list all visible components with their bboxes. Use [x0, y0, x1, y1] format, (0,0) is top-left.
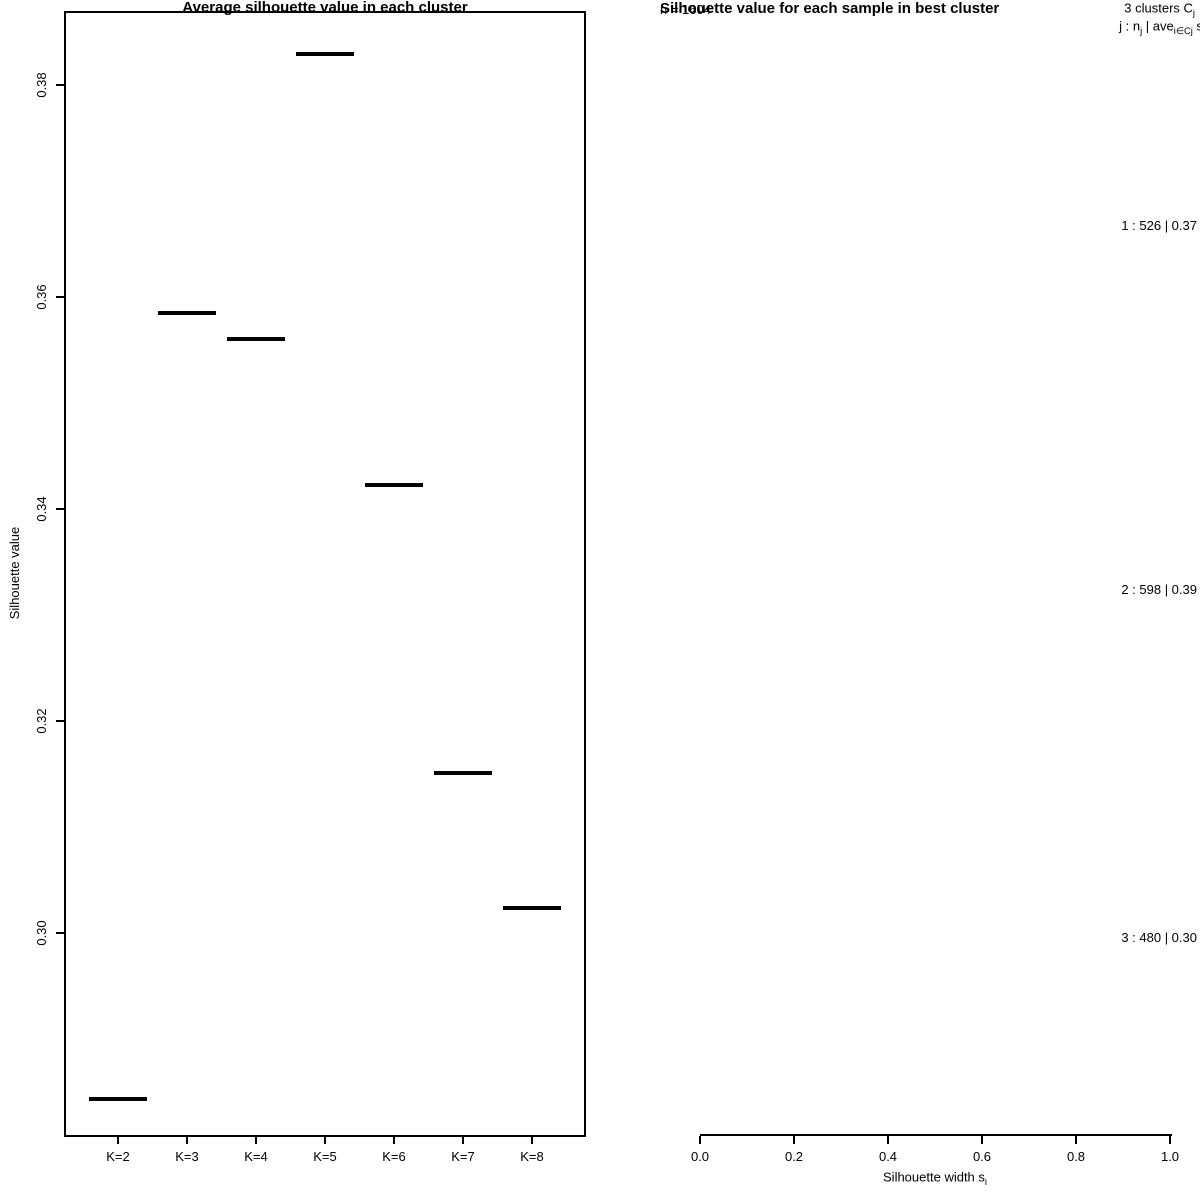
text-part: Silhouette width s	[883, 1169, 985, 1185]
left-x-tick-mark	[393, 1135, 395, 1144]
right-x-tick-mark	[1075, 1136, 1077, 1144]
left-x-tick-label: K=6	[382, 1148, 406, 1164]
cluster-summary-label: 3 : 480 | 0.30	[1121, 929, 1197, 945]
sample-count-label: n = 1604	[660, 1, 711, 17]
left-x-tick-mark	[324, 1135, 326, 1144]
text-part: | ave	[1142, 18, 1174, 34]
text-part: s	[1196, 18, 1200, 34]
right-chart-title: Silhouette value for each sample in best…	[660, 0, 1000, 17]
left-y-tick-mark	[56, 932, 64, 934]
left-x-tick-label: K=5	[313, 1148, 337, 1164]
right-x-tick-mark	[887, 1136, 889, 1144]
right-x-tick-label: 0.0	[690, 1148, 710, 1164]
left-y-axis-label: Silhouette value	[6, 526, 22, 620]
subscript-text: i∈Cj	[1173, 26, 1193, 37]
left-x-tick-label: K=8	[520, 1148, 544, 1164]
left-x-tick-label: K=2	[106, 1148, 130, 1164]
left-y-tick-label: 0.30	[33, 920, 49, 946]
left-x-tick-label: K=3	[175, 1148, 199, 1164]
avg-silhouette-segment	[227, 337, 285, 341]
cluster-formula-label: j : nj | avei∈Cj si	[1119, 18, 1200, 37]
left-x-tick-mark	[255, 1135, 257, 1144]
cluster-summary-label: 1 : 526 | 0.37	[1121, 217, 1197, 233]
clusters-count-label: 3 clusters Cj	[1124, 0, 1195, 19]
left-x-tick-label: K=7	[451, 1148, 475, 1164]
right-x-tick-label: 0.6	[972, 1148, 992, 1164]
right-x-tick-label: 0.8	[1066, 1148, 1086, 1164]
left-plot-box	[64, 11, 586, 1137]
left-x-tick-mark	[531, 1135, 533, 1144]
avg-silhouette-segment	[503, 906, 561, 910]
left-y-tick-label: 0.34	[33, 496, 49, 522]
avg-silhouette-segment	[434, 771, 492, 775]
text-part: 3 clusters C	[1124, 0, 1193, 16]
right-x-tick-mark	[793, 1136, 795, 1144]
left-y-tick-mark	[56, 508, 64, 510]
left-y-tick-mark	[56, 296, 64, 298]
left-y-tick-label: 0.38	[33, 72, 49, 98]
right-x-axis-label: Silhouette width si	[883, 1169, 987, 1188]
avg-silhouette-segment	[158, 311, 216, 315]
left-x-tick-mark	[462, 1135, 464, 1144]
right-x-tick-mark	[699, 1136, 701, 1144]
right-x-tick-label: 0.4	[878, 1148, 898, 1164]
avg-silhouette-segment	[365, 483, 423, 487]
right-x-tick-mark	[981, 1136, 983, 1144]
right-x-tick-mark	[1169, 1136, 1171, 1144]
left-x-tick-mark	[186, 1135, 188, 1144]
left-x-tick-mark	[117, 1135, 119, 1144]
subscript-text: j	[1140, 26, 1143, 37]
right-x-tick-label: 1.0	[1160, 1148, 1180, 1164]
left-chart-title: Average silhouette value in each cluster	[182, 0, 468, 16]
subscript-text: i	[984, 1177, 987, 1188]
left-y-tick-label: 0.36	[33, 284, 49, 310]
cluster-summary-label: 2 : 598 | 0.39	[1121, 581, 1197, 597]
avg-silhouette-segment	[89, 1097, 147, 1101]
left-y-tick-mark	[56, 84, 64, 86]
left-y-tick-label: 0.32	[33, 708, 49, 734]
left-y-tick-mark	[56, 720, 64, 722]
right-x-axis-line	[700, 1134, 1172, 1136]
right-x-tick-label: 0.2	[784, 1148, 804, 1164]
avg-silhouette-segment	[296, 52, 354, 56]
text-part: j : n	[1119, 18, 1141, 34]
subscript-text: j	[1192, 8, 1195, 19]
left-x-tick-label: K=4	[244, 1148, 268, 1164]
